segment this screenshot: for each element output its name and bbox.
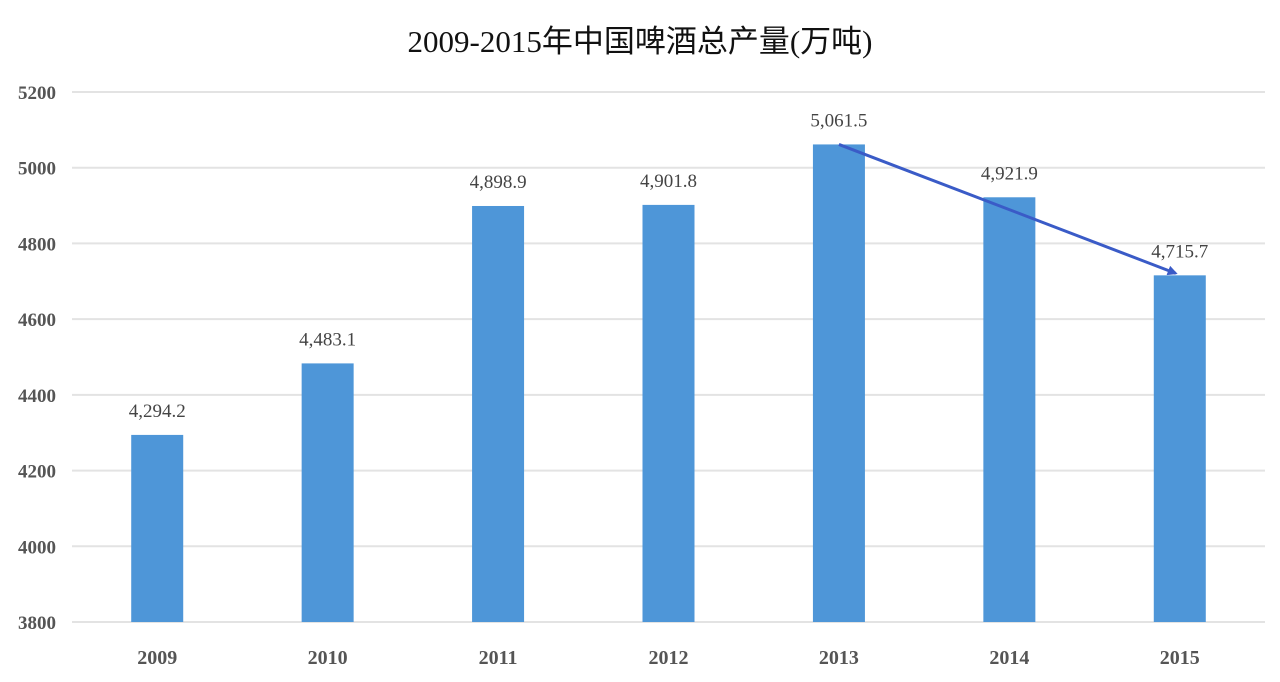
- bar-2013: [812, 144, 865, 623]
- bar-2009: [131, 434, 184, 622]
- bar-2014: [983, 197, 1036, 623]
- data-label: 5,061.5: [810, 110, 867, 131]
- data-label: 4,901.8: [640, 171, 697, 192]
- bar-2011: [472, 205, 525, 622]
- bar-2015: [1153, 275, 1206, 622]
- y-tick-label: 5000: [18, 159, 56, 180]
- bar-2010: [301, 363, 354, 622]
- y-tick-label: 4600: [18, 310, 56, 331]
- x-tick-label: 2011: [479, 647, 518, 669]
- x-tick-label: 2012: [649, 647, 689, 669]
- data-label: 4,921.9: [981, 163, 1038, 184]
- y-tick-label: 3800: [18, 613, 56, 634]
- data-label: 4,294.2: [129, 401, 186, 422]
- y-tick-label: 4800: [18, 234, 56, 255]
- data-label: 4,898.9: [470, 172, 527, 193]
- chart-title: 2009-2015年中国啤酒总产量(万吨): [407, 24, 873, 59]
- x-tick-label: 2014: [989, 647, 1029, 669]
- x-tick-label: 2009: [137, 647, 177, 669]
- x-tick-label: 2015: [1160, 647, 1200, 669]
- x-tick-label: 2013: [819, 647, 859, 669]
- y-tick-label: 5200: [18, 83, 56, 104]
- y-tick-label: 4200: [18, 462, 56, 483]
- bar-2012: [642, 204, 695, 622]
- y-tick-label: 4400: [18, 386, 56, 407]
- data-label: 4,483.1: [299, 329, 356, 350]
- trend-arrow-icon: [838, 143, 1178, 276]
- x-tick-label: 2010: [308, 647, 348, 669]
- y-tick-label: 4000: [18, 537, 56, 558]
- data-label: 4,715.7: [1151, 241, 1208, 262]
